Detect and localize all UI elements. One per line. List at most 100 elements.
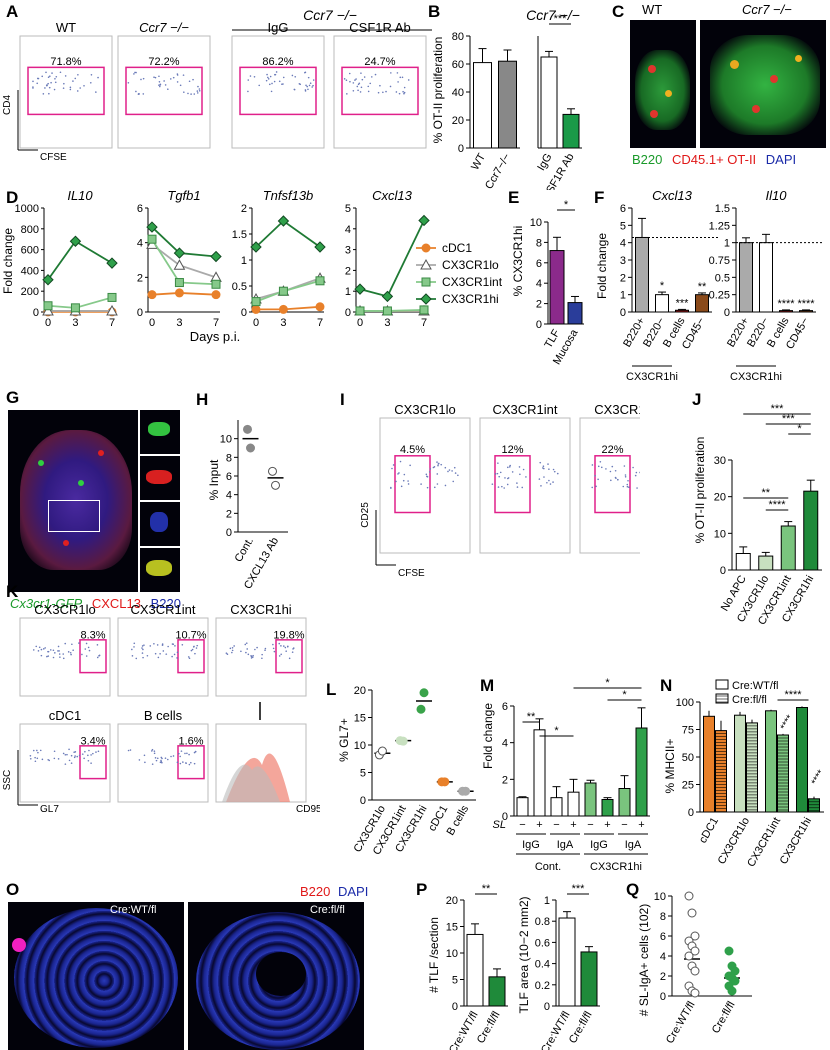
K-plot-1-event xyxy=(165,653,167,655)
D-Cxcl13-title: Cxcl13 xyxy=(372,188,413,203)
A-plot-3-event xyxy=(349,81,351,83)
I-plot-1-event xyxy=(507,478,509,480)
P-area-ytick-label: 0 xyxy=(544,1001,550,1013)
D-Tnfsf13b-ytick-label: 0 xyxy=(241,307,247,319)
Q-point-0-6 xyxy=(685,952,693,960)
A-plot-0-event xyxy=(65,75,67,77)
A-plot-0-event xyxy=(49,87,51,89)
I-plot-0-event xyxy=(429,471,431,473)
K-plot-3-event xyxy=(98,750,100,752)
F-Il10-ytick-label: 1 xyxy=(724,238,730,250)
K-plot-1-event xyxy=(192,649,194,651)
I-plot-0-event xyxy=(451,470,453,472)
I-plot-1-event xyxy=(539,478,541,480)
F-Cxcl13-ytick-label: 5 xyxy=(620,220,626,232)
K-plot-2-event xyxy=(280,645,282,647)
K-plot-2-event xyxy=(293,647,295,649)
F-Cxcl13-bar-3 xyxy=(696,295,709,312)
D-Cxcl13-ytick-label: 4 xyxy=(345,224,351,236)
I-plot-1-event xyxy=(542,467,544,469)
A-plot-1-event xyxy=(183,74,185,76)
L-point-2-1 xyxy=(420,689,428,697)
D-IL10-ytick-label: 400 xyxy=(21,265,39,277)
K-plot-0-event xyxy=(98,655,100,657)
B-left-ytick-label: 0 xyxy=(458,143,464,155)
A-plot-2-event xyxy=(250,75,252,77)
K-plot-0-event xyxy=(53,657,55,659)
D-Tnfsf13b-title: Tnfsf13b xyxy=(263,188,314,203)
I-plot-1-event xyxy=(507,467,509,469)
K-plot-4-event xyxy=(160,757,162,759)
K-plot-3-event xyxy=(71,762,73,764)
A-plot-1-event xyxy=(199,90,201,92)
A-plot-3-pct: 24.7% xyxy=(364,56,395,68)
K-plot-3-event xyxy=(88,750,90,752)
I-plot-1-event xyxy=(497,462,499,464)
L-point-3-1 xyxy=(441,778,449,786)
A-plot-3-event xyxy=(346,93,348,95)
I-plot-1-event xyxy=(552,481,554,483)
D-Cxcl13-ytick-label: 2 xyxy=(345,265,351,277)
P-sig-1: *** xyxy=(572,883,586,895)
A-plot-1-event xyxy=(134,72,136,74)
I-plot-0-event xyxy=(409,465,411,467)
A-plot-1-event xyxy=(173,77,175,79)
A-plot-2-event xyxy=(266,80,268,82)
Q-point-0-0 xyxy=(685,892,693,900)
I-plot-0-event xyxy=(426,473,428,475)
I-plot-1-pct: 12% xyxy=(501,444,523,456)
A-plot-0-event xyxy=(72,80,74,82)
K-plot-0-event xyxy=(43,648,45,650)
I-ylabel: CD25 xyxy=(360,502,371,528)
K-xlabel: GL7 xyxy=(40,804,59,815)
P-area-ytick-label: 0.4 xyxy=(535,959,550,971)
K-plot-4-event xyxy=(181,750,183,752)
K-plot-2-event xyxy=(274,651,276,653)
A-plot-3-event xyxy=(375,74,377,76)
panel-H-chart: % Input 0246810Cont.CXCL13 Ab xyxy=(196,400,316,610)
A-plot-0-event xyxy=(41,76,43,78)
A-plot-2-event xyxy=(309,85,311,87)
K-plot-3-event xyxy=(65,754,67,756)
A-plot-1-event xyxy=(192,79,194,81)
I-plot-2-event xyxy=(611,466,613,468)
K-plot-1-event xyxy=(172,643,174,645)
K-plot-3-event xyxy=(73,751,75,753)
M-sl-sign-6: − xyxy=(621,819,627,831)
K-plot-0-event xyxy=(38,650,40,652)
A-plot-0-event xyxy=(48,93,50,95)
K-plot-3-event xyxy=(42,759,44,761)
A-plot-0-event xyxy=(37,78,39,80)
C-legend: B220 CD45.1+ OT-II DAPI xyxy=(632,152,796,167)
O-micrograph-wt xyxy=(8,902,184,1050)
D-IL10-point-2-0 xyxy=(44,302,52,310)
H-point-1-1 xyxy=(272,481,280,489)
D-Tgfb1-point-3-2 xyxy=(211,252,221,262)
K-plot-0-event xyxy=(59,653,61,655)
K-plot-2-pct: 19.8% xyxy=(273,629,304,641)
K-plot-1-event xyxy=(147,655,149,657)
A-plot-3-event xyxy=(396,91,398,93)
M-bar-1 xyxy=(534,730,545,816)
H-ytick-label: 8 xyxy=(226,452,232,464)
A-plot-0-event xyxy=(79,87,81,89)
K-plot-2-event xyxy=(233,645,235,647)
K-plot-0-event xyxy=(84,648,86,650)
A-plot-1-event xyxy=(163,80,165,82)
P-sig-0: ** xyxy=(482,883,491,895)
D-Tnfsf13b-point-0-2 xyxy=(316,303,324,311)
I-plot-2-event xyxy=(610,471,612,473)
K-plot-2-event xyxy=(285,650,287,652)
D-Tgfb1-line-2 xyxy=(152,239,216,284)
I-plot-2-event xyxy=(597,479,599,481)
D-Tgfb1-xtick-label: 3 xyxy=(176,317,182,329)
K-plot-2-event xyxy=(292,651,294,653)
K-plot-0-pct: 8.3% xyxy=(80,629,105,641)
I-plot-0-event xyxy=(447,471,449,473)
F-Il10-ytick-label: 1.25 xyxy=(709,220,730,232)
I-plot-2-event xyxy=(594,475,596,477)
K-plot-3-event xyxy=(74,755,76,757)
A-plot-0-event xyxy=(70,89,72,91)
A-plot-2-event xyxy=(312,85,314,87)
D-Tgfb1-ytick-label: 2 xyxy=(137,272,143,284)
